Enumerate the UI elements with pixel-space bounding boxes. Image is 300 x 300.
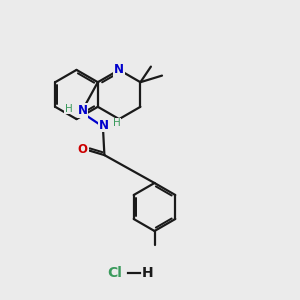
Text: N: N bbox=[99, 118, 109, 132]
Text: H: H bbox=[142, 266, 153, 280]
Text: N: N bbox=[77, 104, 88, 117]
Text: O: O bbox=[78, 143, 88, 156]
Text: Cl: Cl bbox=[107, 266, 122, 280]
Text: H: H bbox=[65, 103, 73, 114]
Text: N: N bbox=[114, 63, 124, 76]
Text: H: H bbox=[112, 118, 120, 128]
